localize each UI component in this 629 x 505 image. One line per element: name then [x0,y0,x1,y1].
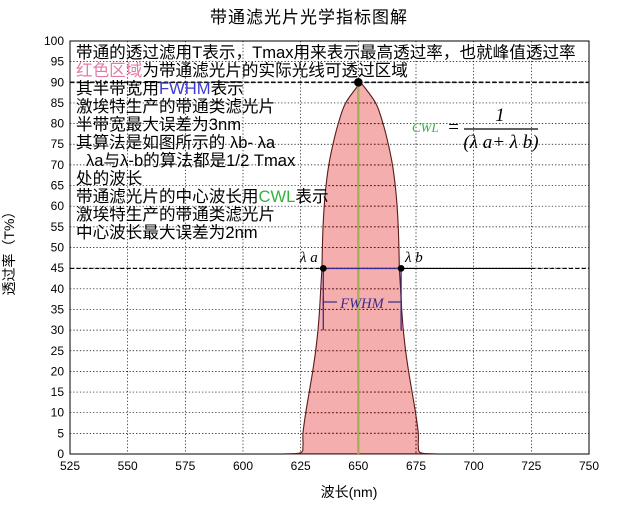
svg-text:40: 40 [51,282,65,296]
svg-text:带通的透过滤用T表示，Tmax用来表示最高透过率，也就峰值透: 带通的透过滤用T表示，Tmax用来表示最高透过率，也就峰值透过率 [76,43,576,62]
svg-text:650: 650 [348,459,368,473]
svg-text:5: 5 [57,426,64,440]
svg-text:700: 700 [464,459,484,473]
svg-text:FWHM: FWHM [339,296,384,312]
svg-text:50: 50 [51,241,65,255]
svg-text:550: 550 [118,459,138,473]
svg-text:60: 60 [51,199,65,213]
svg-text:675: 675 [406,459,426,473]
svg-text:中心波长最大误差为2nm: 中心波长最大误差为2nm [76,223,258,242]
svg-text:600: 600 [233,459,253,473]
svg-text:80: 80 [51,117,65,131]
svg-text:20: 20 [51,364,65,378]
svg-text:其半带宽用FWHM表示: 其半带宽用FWHM表示 [76,79,244,98]
svg-text:575: 575 [175,459,195,473]
svg-text:CWL: CWL [412,120,439,135]
svg-text:λ a: λ a [299,250,318,266]
svg-text:625: 625 [291,459,311,473]
svg-text:55: 55 [51,220,65,234]
svg-text:=: = [447,117,460,138]
svg-text:λ b: λ b [404,250,423,266]
svg-text:15: 15 [51,385,65,399]
svg-text:100: 100 [44,34,64,48]
svg-text:85: 85 [51,96,65,110]
svg-text:725: 725 [521,459,541,473]
svg-text:透过率（T%）: 透过率（T%） [1,205,17,296]
svg-text:45: 45 [51,261,65,275]
svg-text:95: 95 [51,55,65,69]
svg-text:半带宽最大误差为3nm: 半带宽最大误差为3nm [76,115,241,134]
svg-text:波长(nm): 波长(nm) [321,484,378,500]
svg-text:70: 70 [51,158,65,172]
svg-text:带通滤光片光学指标图解: 带通滤光片光学指标图解 [210,8,408,27]
svg-text:1: 1 [495,105,505,126]
svg-text:其算法是如图所示的 λb- λa: 其算法是如图所示的 λb- λa [76,133,276,152]
svg-text:65: 65 [51,179,65,193]
svg-text:激埃特生产的带通类滤光片: 激埃特生产的带通类滤光片 [76,97,275,116]
svg-text:红色区域为带通滤光片的实际光线可透过区域: 红色区域为带通滤光片的实际光线可透过区域 [76,61,408,80]
svg-text:10: 10 [51,406,65,420]
svg-text:带通滤光片的中心波长用CWL表示: 带通滤光片的中心波长用CWL表示 [76,187,329,206]
svg-text:激埃特生产的带通类滤光片: 激埃特生产的带通类滤光片 [76,205,275,224]
svg-text:处的波长: 处的波长 [76,169,143,188]
svg-text:35: 35 [51,303,65,317]
svg-text:75: 75 [51,137,65,151]
svg-text:750: 750 [579,459,599,473]
svg-text:30: 30 [51,323,65,337]
svg-text:(λ a+ λ b): (λ a+ λ b) [463,132,538,153]
svg-text:525: 525 [60,459,80,473]
svg-text:25: 25 [51,344,65,358]
svg-text:λa与λ-b的算法都是1/2 Tmax: λa与λ-b的算法都是1/2 Tmax [86,151,296,170]
svg-text:90: 90 [51,75,65,89]
